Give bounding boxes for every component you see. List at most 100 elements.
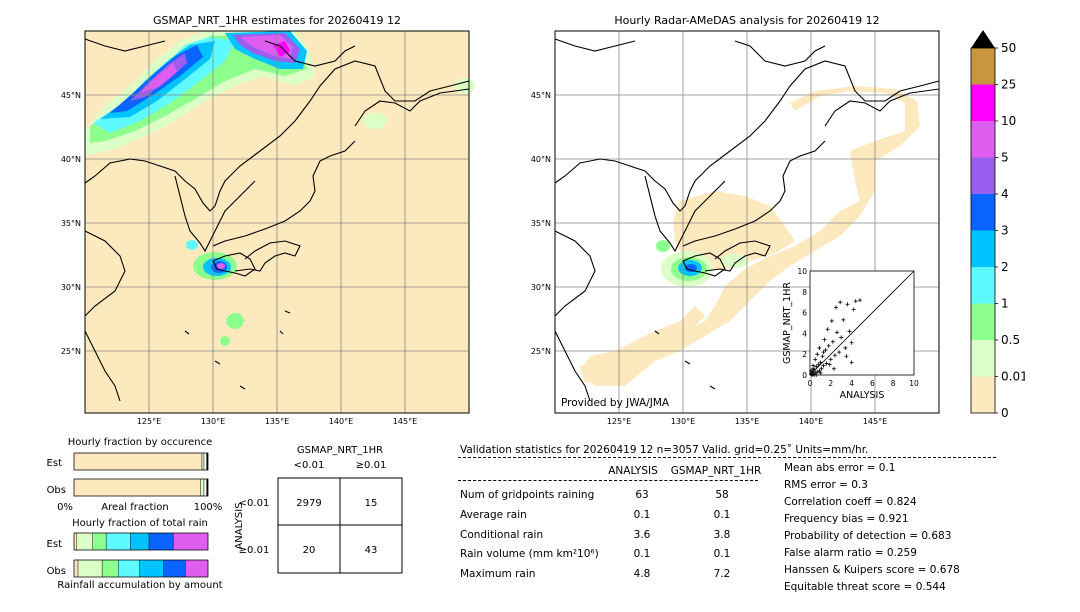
lon-label: 125°E bbox=[607, 417, 631, 426]
scatter-ylabel: GSMAP_NRT_1HR bbox=[782, 282, 793, 364]
occurrence-chart: Est Obs 0% Areal fraction 100% bbox=[47, 452, 223, 513]
scatter-point bbox=[845, 302, 850, 307]
lat-label: 25°N bbox=[61, 347, 81, 356]
amount-label-obs: Obs bbox=[47, 566, 66, 577]
scatter-point bbox=[821, 363, 826, 368]
lon-label: 140°E bbox=[329, 417, 353, 426]
colorbar-tick-label: 10 bbox=[1001, 114, 1016, 128]
colorbar-cell bbox=[971, 340, 995, 377]
right-map-title: Hourly Radar-AMeDAS analysis for 2026041… bbox=[614, 14, 880, 27]
scatter-point bbox=[824, 361, 829, 366]
scatter-point bbox=[847, 329, 852, 334]
colorbar-cells bbox=[971, 48, 995, 413]
score-bias: Frequency bias = 0.921 bbox=[784, 513, 909, 525]
colorbar-tick-label: 5 bbox=[1001, 151, 1009, 165]
scatter-point bbox=[837, 350, 842, 355]
scatter-point bbox=[828, 357, 833, 362]
stack-segment bbox=[76, 532, 93, 551]
right-map-lon-labels: 125°E 130°E 135°E 140°E 145°E bbox=[607, 417, 887, 426]
right-map-grid bbox=[555, 31, 939, 413]
scatter-ytick: 10 bbox=[797, 267, 807, 276]
score-rmse: RMS error = 0.3 bbox=[784, 479, 868, 491]
stack-outline bbox=[73, 478, 209, 497]
stack-segment bbox=[139, 559, 164, 578]
scatter-xtick: 0 bbox=[808, 379, 813, 388]
stat-gsmap: 58 bbox=[715, 489, 729, 501]
validation-col-rule bbox=[458, 480, 758, 481]
colorbar-cell bbox=[971, 376, 995, 413]
scatter-point bbox=[811, 366, 816, 371]
scatter-point bbox=[814, 364, 819, 369]
validation-header: Validation statistics for 20260419 12 n=… bbox=[460, 444, 869, 456]
lat-label: 30°N bbox=[61, 283, 81, 292]
contingency-col-ge: ≥0.01 bbox=[355, 460, 387, 471]
contingency-cell-21: 20 bbox=[303, 545, 316, 556]
stack-outline bbox=[73, 532, 209, 551]
lat-label: 25°N bbox=[531, 347, 551, 356]
scatter-xlabel: ANALYSIS bbox=[840, 390, 885, 401]
scatter-ytick: 0 bbox=[802, 371, 807, 380]
lon-label: 145°E bbox=[393, 417, 417, 426]
stack-segment bbox=[201, 452, 205, 471]
colorbar-cell bbox=[971, 84, 995, 121]
score-ets: Equitable threat score = 0.544 bbox=[784, 581, 946, 593]
scatter-point bbox=[839, 335, 844, 340]
scatter-ytick: 4 bbox=[802, 329, 807, 338]
lon-label: 125°E bbox=[137, 417, 161, 426]
amount-bars bbox=[73, 532, 209, 578]
amount-xlabel: Rainfall accumulation by amount bbox=[57, 580, 223, 591]
lon-label: 130°E bbox=[201, 417, 225, 426]
right-map-lat-labels: 45°N 40°N 35°N 30°N 25°N bbox=[531, 91, 551, 356]
contingency-cell-22: 43 bbox=[365, 545, 378, 556]
scatter-point bbox=[823, 348, 828, 353]
scatter-point bbox=[818, 370, 823, 375]
left-map-lon-labels: 125°E 130°E 135°E 140°E 145°E bbox=[137, 417, 417, 426]
stack-segment bbox=[73, 532, 77, 551]
scatter-ytick: 8 bbox=[802, 288, 807, 297]
stack-segment bbox=[77, 559, 103, 578]
stack-segment bbox=[148, 532, 174, 551]
scatter-xtick: 4 bbox=[849, 379, 854, 388]
stat-analysis: 0.1 bbox=[633, 509, 651, 521]
scatter-point bbox=[817, 345, 822, 350]
stack-segment bbox=[73, 478, 201, 497]
scatter-point bbox=[829, 318, 834, 323]
scatter-point bbox=[817, 368, 822, 373]
scatter-point bbox=[838, 300, 843, 305]
right-map-frame bbox=[554, 30, 940, 414]
scatter-point bbox=[826, 343, 831, 348]
occurrence-xtick-1: 100% bbox=[194, 502, 223, 513]
scatter-xtick: 10 bbox=[909, 379, 919, 388]
stack-segment bbox=[92, 532, 107, 551]
lon-label: 140°E bbox=[799, 417, 823, 426]
stack-segment bbox=[105, 532, 131, 551]
colorbar: 50 25 10 5 4 3 2 1 0.5 0.01 0 bbox=[970, 30, 1025, 420]
scatter-point bbox=[835, 330, 840, 335]
left-map-rain-field bbox=[85, 31, 475, 346]
contingency-row-lt: <0.01 bbox=[239, 498, 270, 509]
scatter-diagonal bbox=[809, 270, 915, 376]
score-mae: Mean abs error = 0.1 bbox=[784, 462, 896, 474]
scatter-point bbox=[821, 350, 826, 355]
scatter-point bbox=[853, 299, 858, 304]
colorbar-cell bbox=[971, 157, 995, 194]
colorbar-tick-label: 1 bbox=[1001, 297, 1009, 311]
stat-analysis: 4.8 bbox=[633, 568, 651, 580]
scatter-point bbox=[809, 368, 814, 373]
score-corr: Correlation coeff = 0.824 bbox=[784, 496, 917, 508]
scatter-xticks: 0 2 4 6 8 10 bbox=[808, 379, 919, 388]
scatter-point bbox=[822, 337, 827, 342]
scatter-point bbox=[818, 360, 823, 365]
score-hk: Hanssen & Kuipers score = 0.678 bbox=[784, 564, 960, 576]
lon-label: 135°E bbox=[735, 417, 759, 426]
stat-label: Num of gridpoints raining bbox=[460, 489, 595, 501]
contingency-cell-12: 15 bbox=[365, 498, 378, 509]
scatter-point bbox=[820, 354, 825, 359]
lat-label: 40°N bbox=[531, 155, 551, 164]
scatter-point bbox=[831, 366, 836, 371]
amount-label-est: Est bbox=[47, 539, 63, 550]
stack-segment bbox=[203, 478, 207, 497]
colorbar-cell bbox=[971, 230, 995, 267]
scatter-point bbox=[816, 362, 821, 367]
scatter-points bbox=[809, 298, 862, 377]
